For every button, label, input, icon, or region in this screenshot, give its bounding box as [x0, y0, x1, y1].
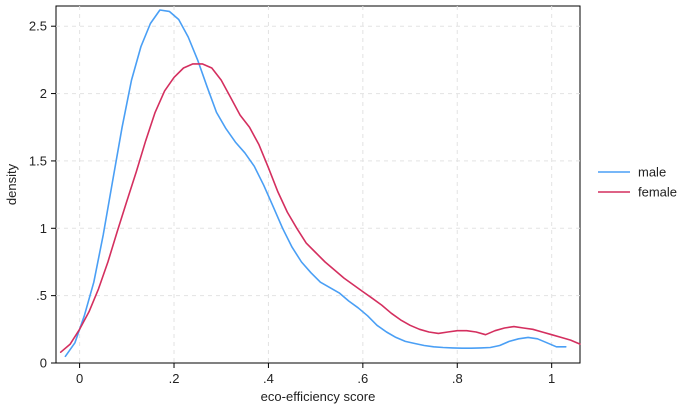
y-tick-label: 1.5 — [29, 153, 47, 168]
x-tick-label: .4 — [263, 371, 274, 386]
x-tick-label: 1 — [548, 371, 555, 386]
series-lines — [59, 9, 581, 358]
y-tick-label: 1 — [40, 221, 47, 236]
legend-label-female: female — [638, 185, 677, 200]
plot-area — [55, 5, 581, 364]
grid — [56, 6, 580, 363]
y-axis-title: density — [4, 163, 19, 205]
x-axis-title: eco-efficiency score — [261, 389, 376, 404]
y-tick-label: 0 — [40, 356, 47, 371]
y-tick-label: 2.5 — [29, 19, 47, 34]
y-tick-label: .5 — [36, 288, 47, 303]
series-line-male — [64, 9, 567, 358]
y-tick-label: 2 — [40, 86, 47, 101]
legend: male female — [598, 165, 677, 200]
x-tick-label: 0 — [76, 371, 83, 386]
x-tick-label: .6 — [357, 371, 368, 386]
x-tick-label: .8 — [452, 371, 463, 386]
axes: 0 .5 1 1.5 2 2.5 0 .2 .4 .6 .8 1 — [29, 19, 555, 386]
x-tick-label: .2 — [169, 371, 180, 386]
series-line-female — [59, 63, 581, 353]
legend-label-male: male — [638, 165, 666, 180]
